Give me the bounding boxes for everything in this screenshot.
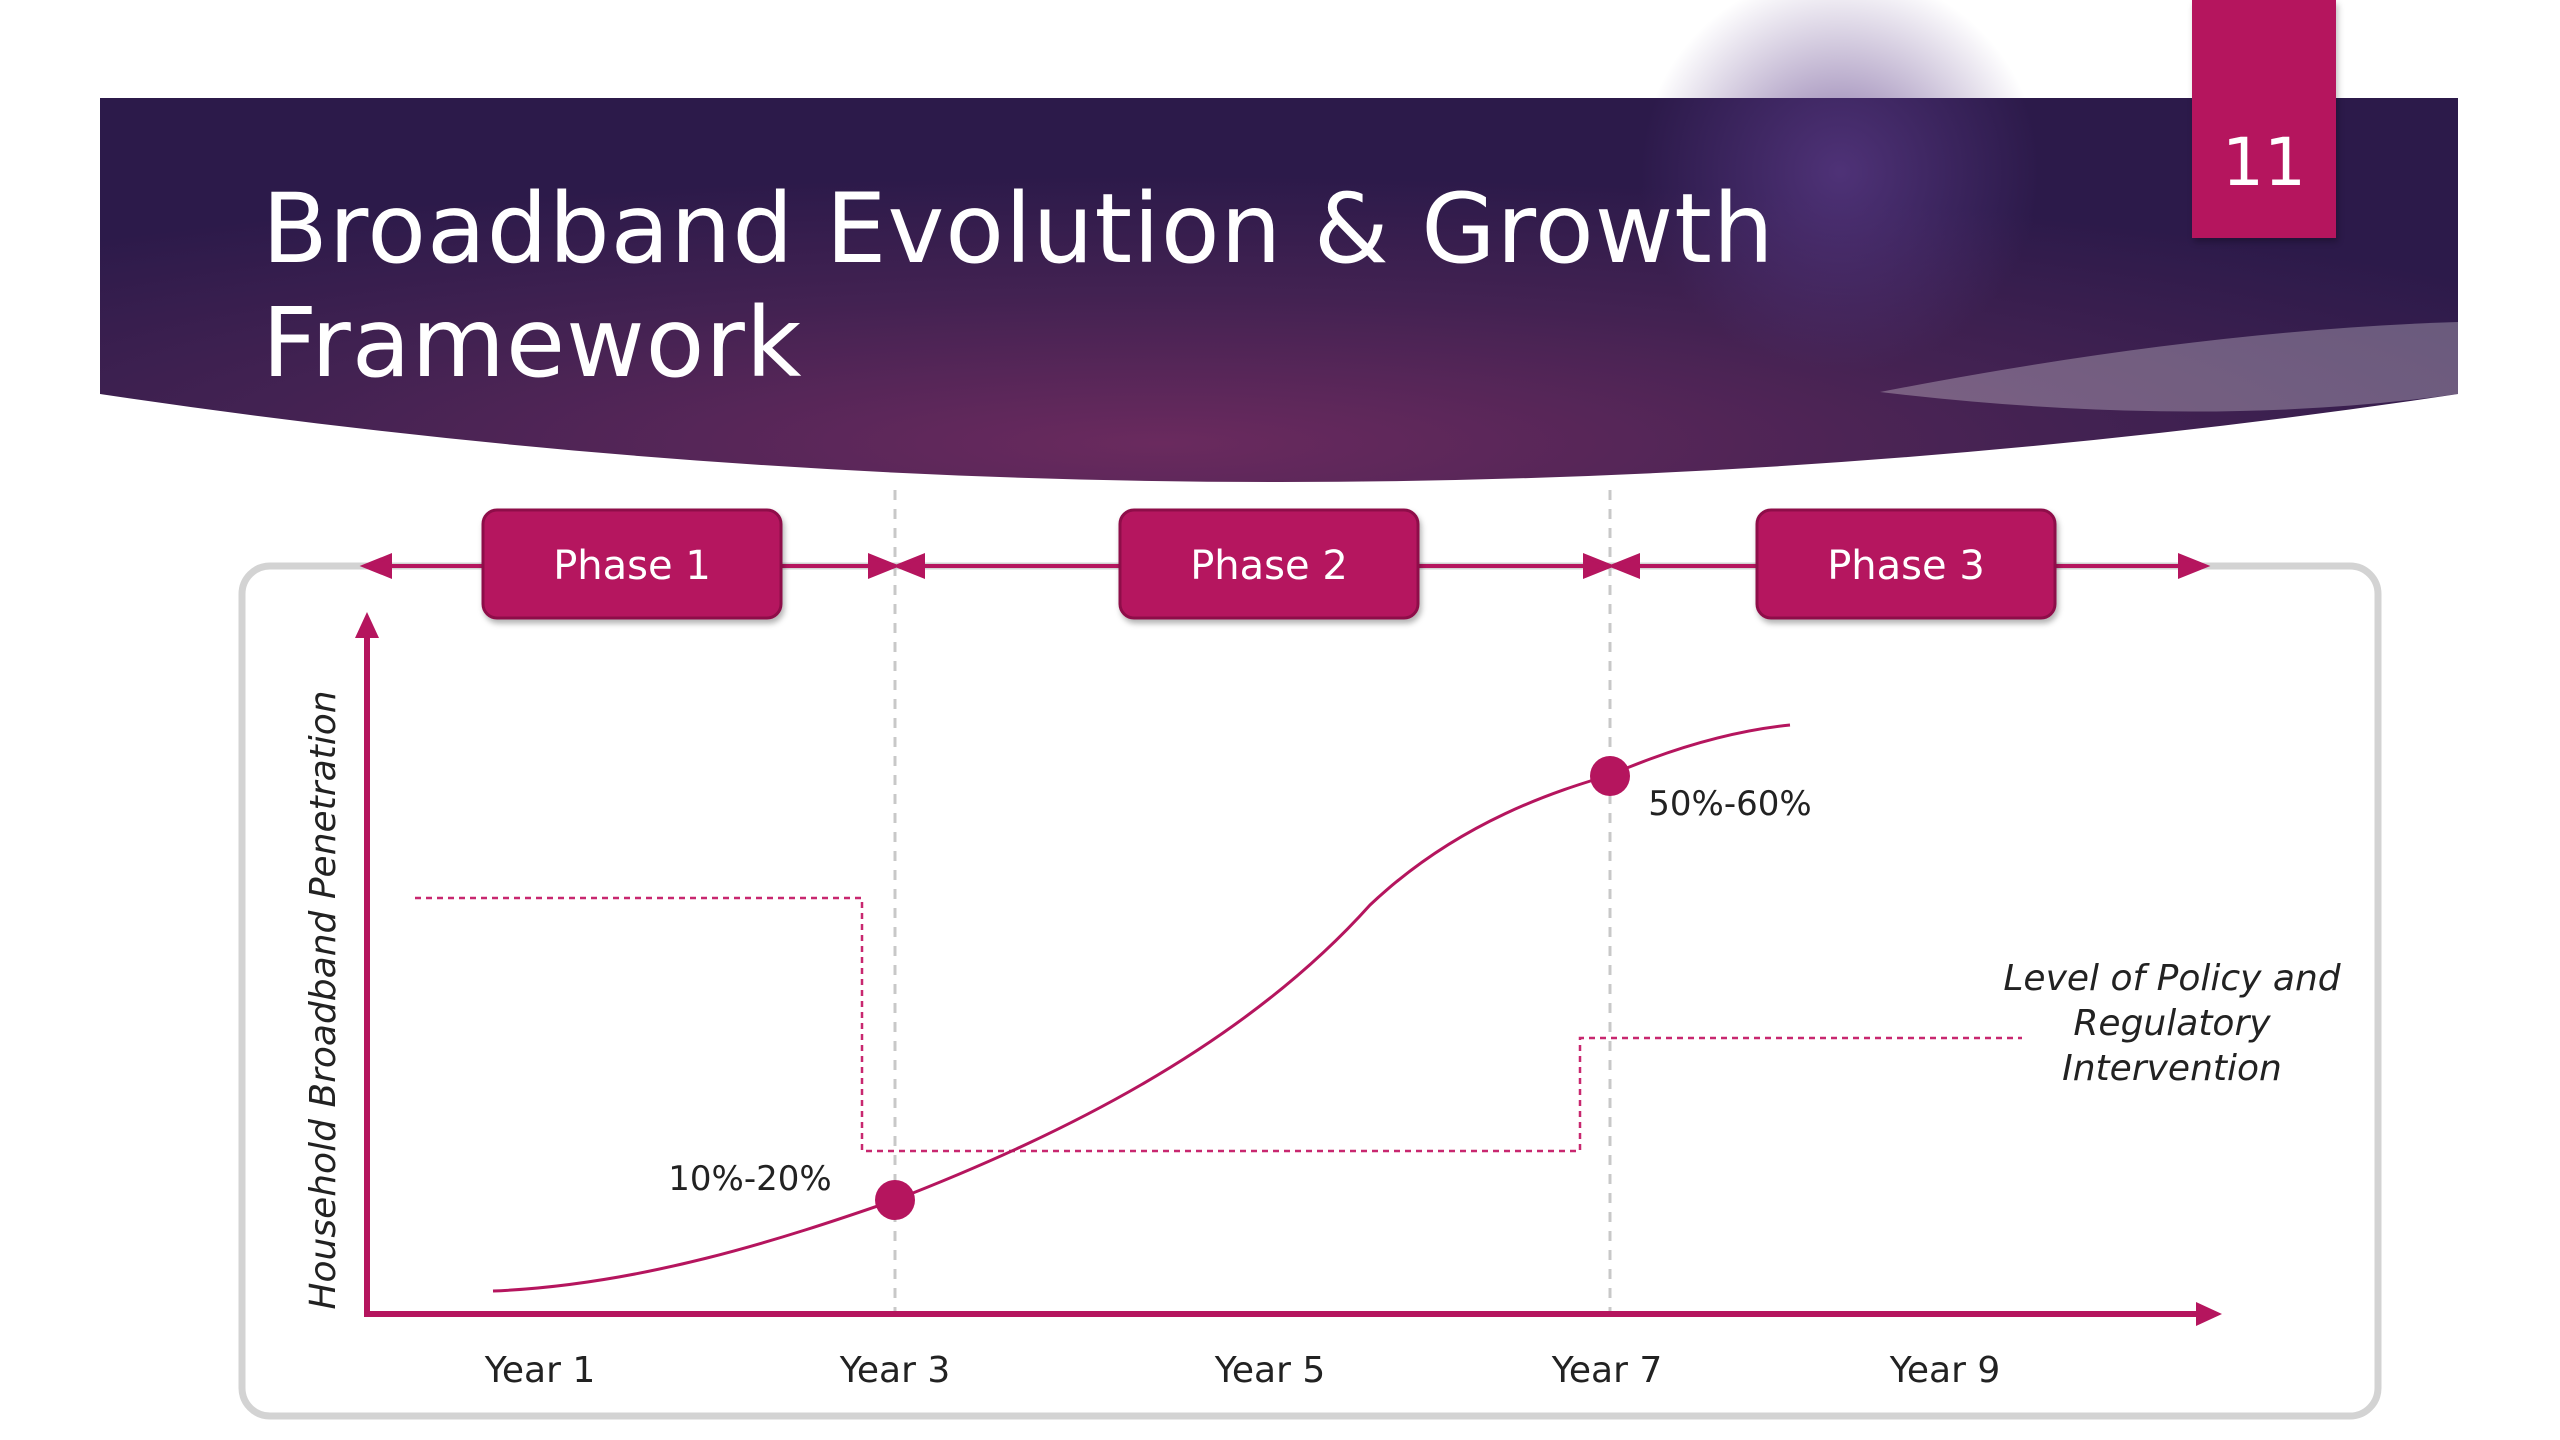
phase-1-label: Phase 1 xyxy=(553,543,711,589)
x-tick-year-3: Year 3 xyxy=(839,1350,951,1391)
slide-title-line-2: Framework xyxy=(262,287,803,399)
x-axis xyxy=(364,1302,2222,1326)
x-tick-year-1: Year 1 xyxy=(484,1350,596,1391)
milestone-label-1: 10%-20% xyxy=(668,1159,831,1199)
policy-label-line-2: Regulatory xyxy=(2073,1003,2271,1044)
phase-3-label: Phase 3 xyxy=(1827,543,1985,589)
page-number: 11 xyxy=(2222,124,2306,201)
phase-2-box: Phase 2 xyxy=(1118,508,1420,620)
page-number-badge: 11 xyxy=(2192,0,2336,238)
slide-title-line-1: Broadband Evolution & Growth xyxy=(262,173,1775,285)
policy-intervention-line xyxy=(415,896,2022,1153)
milestone-point-1 xyxy=(875,1180,915,1220)
x-tick-year-9: Year 9 xyxy=(1889,1350,2001,1391)
header-banner xyxy=(100,0,2458,482)
milestone-label-2: 50%-60% xyxy=(1648,784,1811,824)
x-tick-year-7: Year 7 xyxy=(1551,1350,1663,1391)
y-axis xyxy=(355,612,379,1316)
x-tick-year-5: Year 5 xyxy=(1214,1350,1326,1391)
policy-label-line-1: Level of Policy and xyxy=(2003,958,2341,999)
policy-label-line-3: Intervention xyxy=(2062,1048,2282,1089)
phase-1-box: Phase 1 xyxy=(481,508,783,620)
slide-title: Broadband Evolution & Growth Framework xyxy=(262,172,1962,400)
milestone-point-2 xyxy=(1590,756,1630,796)
phase-2-label: Phase 2 xyxy=(1190,543,1348,589)
phase-3-box: Phase 3 xyxy=(1755,508,2057,620)
y-axis-label: Household Broadband Penetration xyxy=(303,690,344,1309)
